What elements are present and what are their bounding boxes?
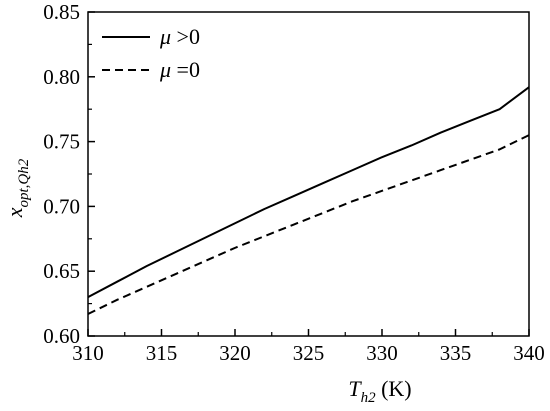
y-tick-label: 0.60	[43, 324, 80, 348]
x-tick-label: 325	[293, 341, 325, 365]
x-tick-label: 340	[513, 341, 545, 365]
y-axis-title: xopt,Qh2	[2, 158, 32, 218]
x-tick-label: 330	[366, 341, 398, 365]
y-tick-label: 0.80	[43, 65, 80, 89]
y-tick-label: 0.75	[43, 130, 80, 154]
plot-frame	[87, 11, 530, 337]
x-tick-label: 320	[219, 341, 251, 365]
plot-area	[87, 86, 530, 315]
x-tick-label: 315	[146, 341, 178, 365]
legend-label-mu-zero: μ =0	[159, 57, 200, 82]
x-axis-ticks: 310 315 320 325 330 335 340	[72, 329, 545, 365]
legend-label-mu-positive: μ >0	[159, 24, 200, 49]
series-line-mu-zero	[87, 134, 530, 315]
x-tick-label: 310	[72, 341, 104, 365]
legend: μ >0 μ =0	[102, 24, 200, 82]
y-axis-ticks: 0.60 0.65 0.70 0.75 0.80 0.85	[43, 0, 95, 348]
x-tick-label: 335	[440, 341, 472, 365]
y-tick-label: 0.65	[43, 259, 80, 283]
y-tick-label: 0.85	[43, 0, 80, 24]
series-line-mu-positive	[87, 86, 530, 299]
y-tick-label: 0.70	[43, 194, 80, 218]
x-axis-title: Th2 (K)	[348, 376, 411, 406]
